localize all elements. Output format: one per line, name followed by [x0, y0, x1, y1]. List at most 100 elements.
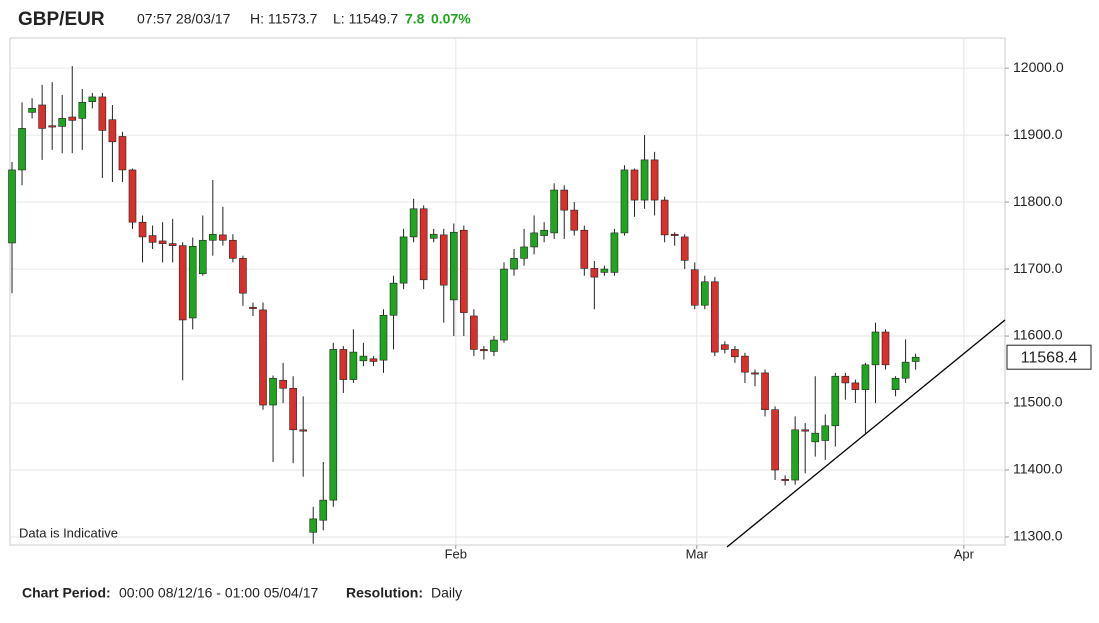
candle-body	[439, 234, 448, 286]
candle-body	[198, 239, 207, 275]
y-tick-label: 11700.0	[1013, 260, 1063, 276]
candle-body	[570, 209, 579, 231]
candle-body	[369, 358, 378, 362]
candle-body	[721, 344, 729, 350]
candle-body	[851, 382, 860, 390]
resolution: Daily	[431, 585, 462, 601]
candle-body	[610, 232, 619, 273]
last-price-box	[1006, 344, 1092, 370]
candle-body	[580, 229, 589, 269]
candle-body	[349, 351, 358, 380]
candle-body	[690, 269, 699, 306]
candle-body	[98, 96, 107, 131]
candle-body	[660, 199, 669, 236]
last-price: 11568.4	[1021, 349, 1078, 366]
candle-body	[229, 239, 237, 259]
candle-body	[78, 101, 87, 119]
annotation: Data is Indicative	[19, 525, 118, 540]
candle-body	[219, 234, 227, 241]
low: L: 11549.7	[333, 11, 398, 27]
candle-body	[279, 379, 287, 389]
x-tick-label: Feb	[445, 546, 467, 561]
candle-body	[138, 221, 147, 238]
candle-body	[449, 231, 458, 301]
candle-body	[751, 372, 759, 375]
candle-body	[771, 409, 779, 471]
x-tick-label: Mar	[686, 546, 709, 561]
candle-body	[289, 387, 297, 431]
symbol: GBP/EUR	[18, 9, 105, 30]
candle-body	[680, 236, 689, 261]
candle-body	[359, 355, 368, 362]
candle-body	[711, 281, 719, 353]
candle-body	[781, 479, 789, 481]
candle-body	[309, 518, 318, 533]
candle-body	[108, 119, 117, 143]
candle-body	[399, 236, 408, 284]
candle-body	[329, 349, 338, 501]
y-tick-label: 12000.0	[1013, 59, 1064, 75]
candle-body	[299, 429, 307, 432]
candle-body	[158, 240, 167, 244]
candle-body	[58, 118, 67, 127]
candle-body	[178, 245, 187, 321]
candle-body	[429, 233, 438, 239]
candle-body	[259, 309, 267, 406]
candle-body	[670, 233, 679, 236]
y-tick-label: 11600.0	[1013, 327, 1063, 343]
candle-body	[8, 169, 16, 244]
candle-body	[68, 116, 77, 121]
candle-body	[379, 314, 388, 361]
candle-body	[630, 169, 639, 201]
candle-body	[891, 377, 900, 390]
trend-line	[726, 319, 1006, 548]
candle-body	[861, 364, 870, 390]
y-tick-label: 11900.0	[1013, 126, 1063, 142]
y-tick-label: 11800.0	[1013, 193, 1063, 209]
candle-body	[791, 429, 799, 481]
candle-body	[419, 208, 428, 281]
resolution-label: Resolution:	[346, 585, 423, 601]
candle-body	[550, 189, 558, 234]
candle-body	[480, 349, 488, 352]
candle-body	[811, 432, 820, 443]
candle-body	[500, 268, 508, 341]
candle-body	[269, 377, 277, 406]
candle-body	[650, 159, 659, 201]
candle-body	[48, 125, 56, 128]
candle-body	[881, 331, 890, 366]
plot-frame	[9, 37, 1006, 546]
period-label: Chart Period:	[22, 585, 111, 601]
candle-body	[620, 169, 629, 234]
candle-body	[600, 268, 609, 273]
candle-body	[239, 258, 247, 294]
candle-body	[460, 229, 468, 313]
change-pct: 0.07%	[431, 11, 471, 27]
candle-body	[640, 159, 649, 201]
y-tick-label: 11300.0	[1013, 528, 1063, 544]
candle-body	[249, 306, 257, 309]
candle-body	[128, 169, 137, 223]
candle-body	[168, 243, 177, 246]
period: 00:00 08/12/16 - 01:00 05/04/17	[119, 585, 318, 601]
candle-body	[389, 282, 398, 316]
candle-body	[18, 128, 26, 171]
candle-body	[409, 208, 418, 238]
candle-body	[871, 331, 880, 366]
candle-body	[841, 375, 850, 384]
candle-body	[560, 189, 569, 211]
candle-body	[901, 361, 910, 379]
candle-body	[470, 315, 478, 350]
candle-body	[700, 281, 709, 306]
x-tick-label: Apr	[954, 546, 975, 561]
y-tick-label: 11500.0	[1013, 394, 1063, 410]
candle-body	[520, 246, 528, 259]
candle-body	[530, 232, 538, 248]
candle-body	[741, 355, 749, 373]
candle-body	[540, 229, 548, 236]
time: 07:57 28/03/17	[137, 11, 231, 27]
candle-body	[821, 425, 830, 441]
candle-body	[28, 108, 36, 113]
candle-body	[831, 375, 840, 427]
